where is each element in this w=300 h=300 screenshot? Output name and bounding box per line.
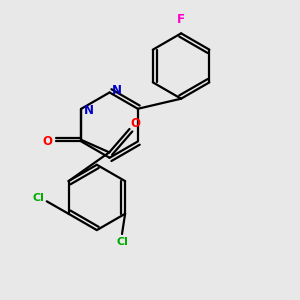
Text: N: N xyxy=(112,84,122,98)
Text: O: O xyxy=(130,117,140,130)
Text: Cl: Cl xyxy=(116,237,128,247)
Text: Cl: Cl xyxy=(32,193,44,202)
Text: F: F xyxy=(177,13,185,26)
Text: O: O xyxy=(43,135,53,148)
Text: N: N xyxy=(84,104,94,117)
